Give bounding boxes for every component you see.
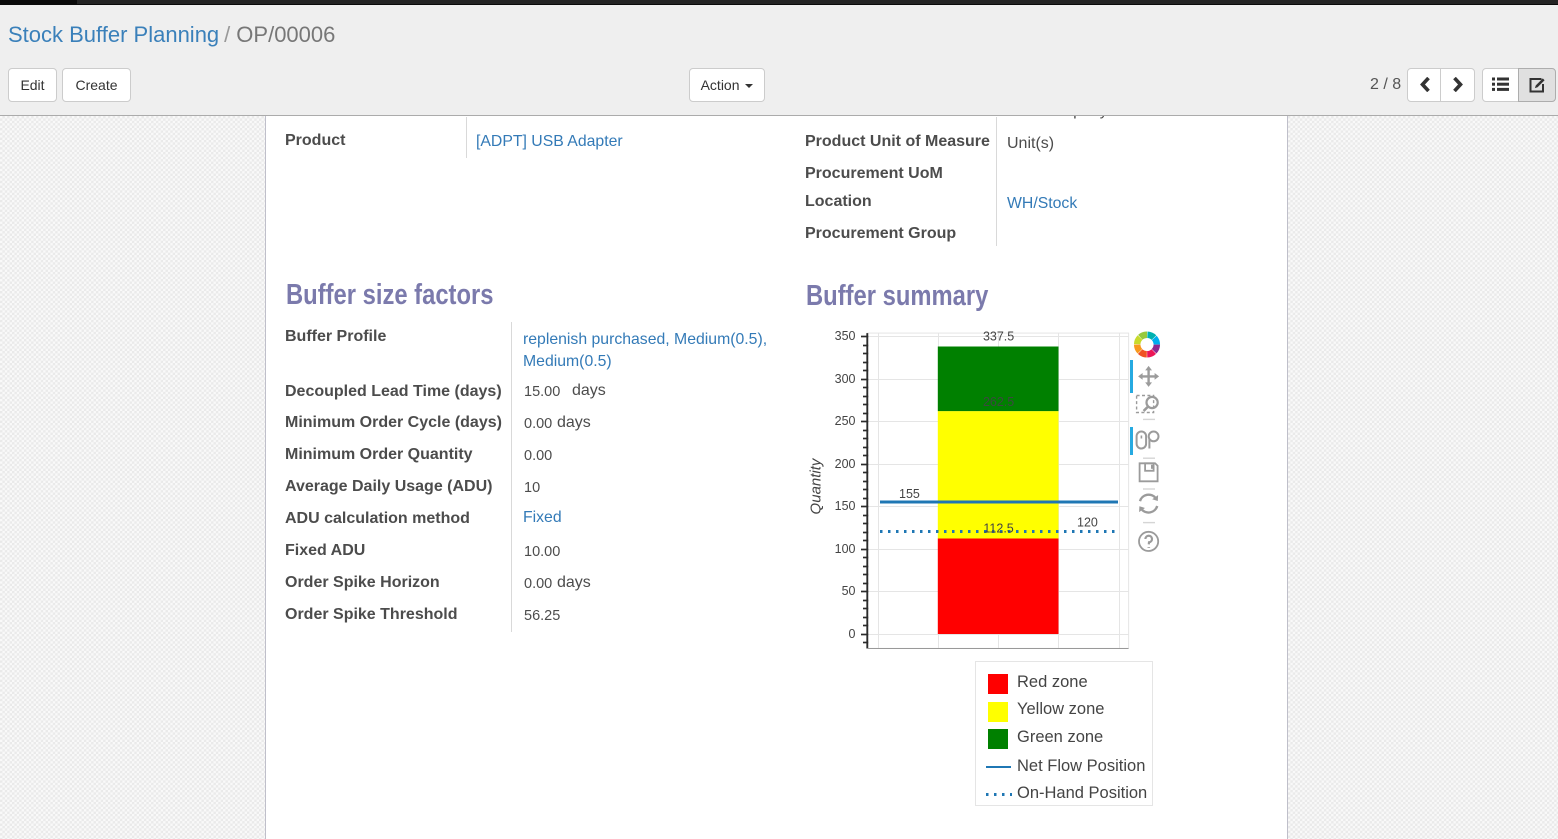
svg-text:337.5: 337.5	[983, 329, 1014, 343]
svg-text:155: 155	[899, 487, 920, 501]
svg-text:350: 350	[835, 329, 856, 343]
svg-text:200: 200	[835, 457, 856, 471]
svg-text:262.5: 262.5	[983, 395, 1014, 409]
svg-text:300: 300	[835, 372, 856, 386]
svg-text:112.5: 112.5	[983, 522, 1013, 536]
svg-text:150: 150	[835, 499, 856, 513]
svg-text:Quantity: Quantity	[808, 457, 825, 514]
svg-text:100: 100	[835, 542, 856, 556]
svg-text:0: 0	[849, 627, 856, 641]
svg-text:50: 50	[842, 584, 856, 598]
svg-text:250: 250	[835, 414, 856, 428]
svg-text:120: 120	[1077, 516, 1098, 530]
